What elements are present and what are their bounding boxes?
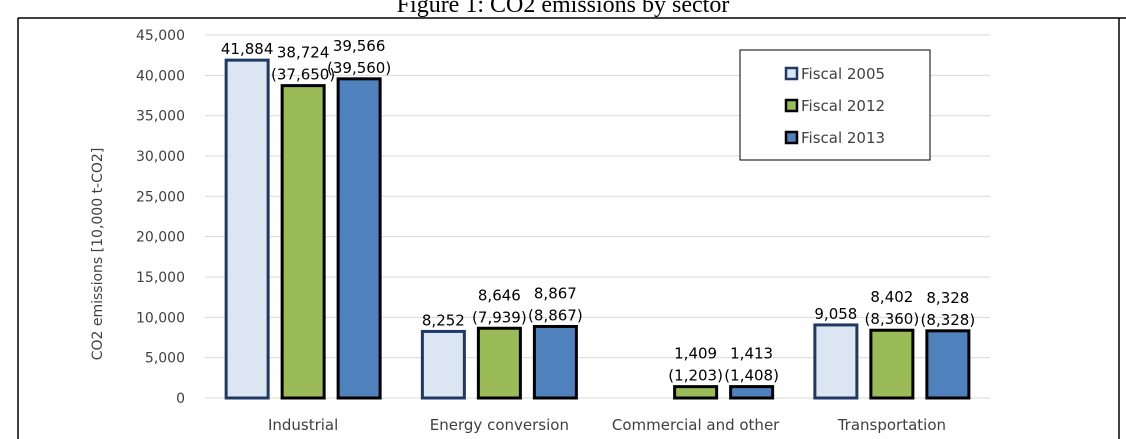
legend-swatch: [784, 66, 799, 81]
data-sublabel: (8,867): [528, 306, 583, 324]
bar-fiscal-2012: [869, 328, 915, 400]
y-tick-label: 45,000: [136, 28, 185, 44]
x-axis-categories: Industrial Energy conversion Commercial an…: [268, 416, 946, 434]
y-tick-label: 25,000: [136, 189, 185, 205]
y-tick-label: 20,000: [136, 230, 185, 246]
legend-box: [739, 49, 931, 161]
data-label: 9,058: [814, 305, 857, 323]
legend-label: Fiscal 2012: [801, 97, 885, 115]
x-category-label: Industrial: [268, 416, 338, 434]
bars: [224, 58, 971, 400]
bar-fiscal-2012: [673, 385, 719, 400]
y-axis-ticks: 0 5,000 10,000 15,000 20,000 25,000 30,000 35,0…: [136, 28, 185, 407]
x-category-label: Transportation: [837, 416, 946, 434]
y-tick-label: 15,000: [136, 270, 185, 286]
bar-fiscal-2012: [280, 84, 326, 400]
data-sublabel: (8,328): [921, 311, 976, 329]
data-label: 1,409: [674, 345, 717, 363]
data-label: 8,867: [534, 284, 577, 302]
y-axis-title: CO2 emissions [10,000 t-CO2]: [90, 148, 106, 361]
legend-swatch: [784, 130, 799, 145]
x-category-label: Commercial and other: [612, 416, 780, 434]
data-label: 39,566: [333, 37, 386, 55]
bar-fiscal-2005: [224, 58, 270, 400]
y-tick-label: 30,000: [136, 149, 185, 165]
data-sublabel: (8,360): [865, 310, 920, 328]
bar-fiscal-2013: [925, 329, 971, 400]
bar-fiscal-2013: [336, 77, 382, 400]
data-label: 1,413: [730, 345, 773, 363]
y-tick-label: 10,000: [136, 310, 185, 326]
legend: Fiscal 2005 Fiscal 2012 Fiscal 2013: [739, 49, 931, 161]
figure-title: Figure 1: CO2 emissions by sector: [396, 0, 730, 18]
data-label: 8,646: [478, 286, 521, 304]
y-tick-label: 35,000: [136, 109, 185, 125]
data-labels: 41,884 38,724 (37,650) 39,566 (39,560) 8,252 8…: [221, 37, 975, 385]
y-tick-label: 40,000: [136, 68, 185, 84]
data-sublabel: (39,560): [327, 59, 391, 77]
legend-label: Fiscal 2013: [801, 129, 885, 147]
data-sublabel: (1,408): [724, 367, 779, 385]
data-label: 8,328: [926, 289, 969, 307]
data-sublabel: (7,939): [472, 308, 527, 326]
legend-label: Fiscal 2005: [801, 65, 885, 83]
data-label: 8,402: [870, 288, 913, 306]
data-label: 8,252: [422, 311, 465, 329]
x-category-label: Energy conversion: [430, 416, 569, 434]
y-tick-label: 5,000: [145, 351, 185, 367]
y-tick-label: 0: [176, 391, 185, 407]
bar-fiscal-2012: [476, 326, 522, 400]
data-sublabel: (1,203): [668, 367, 723, 385]
bar-fiscal-2005: [813, 323, 859, 400]
bar-fiscal-2005: [420, 329, 466, 400]
legend-swatch: [784, 98, 799, 113]
data-sublabel: (37,650): [271, 66, 335, 84]
bar-fiscal-2013: [729, 385, 775, 400]
data-label: 38,724: [277, 44, 330, 62]
bar-fiscal-2013: [532, 324, 578, 400]
data-label: 41,884: [221, 40, 274, 58]
